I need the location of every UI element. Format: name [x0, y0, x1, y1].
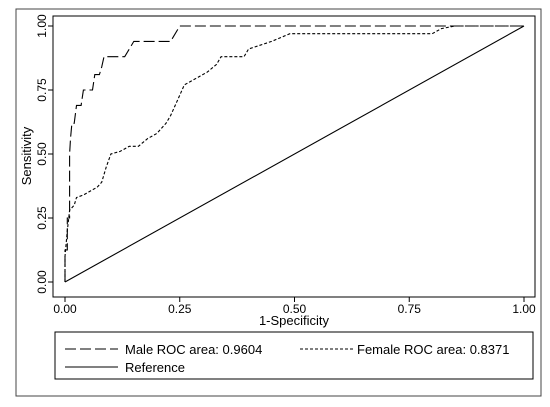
- y-tick-label: 0.75: [35, 78, 49, 102]
- x-axis: 0.00 0.25 0.50 0.75 1.00: [53, 297, 536, 316]
- series-line-reference: [64, 25, 525, 283]
- y-tick-label: 0.00: [35, 270, 49, 294]
- y-tick-label: 1.00: [35, 14, 49, 38]
- legend-label-female: Female ROC area: 0.8371: [357, 342, 509, 357]
- x-tick-label: 0.25: [168, 302, 192, 316]
- figure-frame: [15, 8, 542, 397]
- x-tick-label: 0.50: [283, 302, 307, 316]
- series-layer: [64, 25, 525, 283]
- y-axis-label: Sensitivity: [19, 126, 34, 185]
- series-line-male: [64, 25, 524, 282]
- y-axis: 0.00 0.25 0.50 0.75 1.00: [35, 14, 53, 294]
- legend: Male ROC area: 0.9604 Female ROC area: 0…: [54, 331, 534, 380]
- y-tick-label: 0.25: [35, 206, 49, 230]
- legend-label-male: Male ROC area: 0.9604: [125, 342, 262, 357]
- x-tick-label: 0.75: [398, 302, 422, 316]
- legend-label-reference: Reference: [125, 360, 185, 375]
- x-tick-label: 1.00: [512, 302, 536, 316]
- x-axis-label: 1-Specificity: [259, 313, 330, 328]
- series-line-female: [64, 25, 524, 282]
- plot-area: [52, 15, 536, 298]
- legend-box: [54, 331, 534, 380]
- x-tick-label: 0.00: [53, 302, 77, 316]
- y-tick-label: 0.50: [35, 142, 49, 166]
